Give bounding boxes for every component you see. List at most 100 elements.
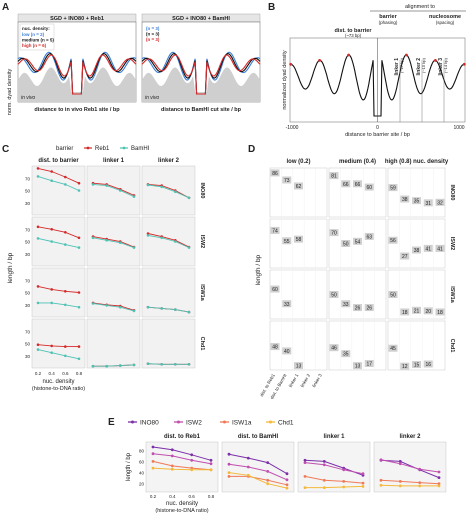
value-box [423, 360, 433, 368]
value-label: 35 [343, 352, 349, 358]
value-box [400, 252, 410, 260]
data-point [132, 309, 136, 313]
series-line [37, 175, 80, 191]
y-tick: 40 [139, 471, 145, 476]
series-line [92, 183, 135, 198]
value-label: 48 [272, 345, 278, 351]
y-axis-label: length / bp [126, 452, 132, 481]
panel-letter: E [108, 417, 115, 428]
barrier-sub: (phasing) [379, 20, 398, 25]
y-tick: 70 [25, 329, 31, 334]
value-box [329, 291, 339, 298]
facet-frame [269, 218, 328, 269]
value-label: 26 [366, 306, 372, 312]
value-box [364, 359, 374, 367]
value-box [294, 235, 303, 243]
x-axis-label: distance to BamHI cut site / bp [161, 107, 242, 113]
column-header: linker 1 [103, 158, 125, 164]
nucleosome-label: nucleosome [429, 14, 461, 20]
x-tick: 0.6 [189, 494, 196, 499]
row-label: ISW1a [199, 284, 205, 301]
legend-entry: low (n = 2) [22, 32, 45, 37]
y-tick: 30 [25, 201, 31, 206]
x-tick: 0 [376, 125, 379, 131]
legend-entry: Chd1 [278, 420, 294, 427]
value-label: 86 [272, 171, 278, 177]
value-label: 74 [272, 228, 278, 234]
row-label: Chd1 [449, 339, 455, 353]
value-box [270, 343, 280, 351]
row-label: ISW2 [449, 237, 455, 250]
value-box [270, 169, 280, 177]
linker-sub: (~14 bp) [443, 57, 448, 73]
linker-label: linker 2 [416, 58, 422, 76]
series-line [147, 184, 190, 199]
panel-letter: C [2, 144, 9, 155]
series-line [92, 236, 135, 248]
y-tick: 20 [139, 482, 145, 487]
facet-frame [31, 165, 86, 216]
value-label: 16 [425, 362, 431, 368]
y-tick: 70 [25, 278, 31, 283]
column-header: dist. to Reb1 [164, 434, 201, 440]
facet-frame [141, 318, 196, 369]
value-box [435, 308, 445, 316]
series-line [37, 167, 80, 184]
legend-entry: medium (n = 5) [22, 38, 54, 43]
value-label: 12 [402, 364, 408, 370]
column-header: medium (0.4) [339, 159, 376, 165]
peak-dot [462, 62, 466, 66]
value-box [388, 236, 398, 244]
value-label: 66 [343, 182, 349, 188]
x-axis-label2: (histone-to-DNA ratio) [32, 386, 85, 392]
value-box [329, 172, 339, 180]
series-line [152, 467, 211, 471]
value-box [388, 291, 398, 298]
value-label: 18 [437, 310, 443, 316]
series-line [37, 226, 80, 239]
linker-label: linker 3 [438, 58, 444, 76]
row-label: INO80 [199, 183, 205, 199]
series-line [37, 285, 80, 293]
value-label: 33 [343, 302, 349, 308]
value-label: 18 [402, 310, 408, 316]
series-line [304, 475, 364, 484]
x-category: linker 3 [311, 373, 323, 388]
series-line [152, 460, 212, 471]
peak-dot [289, 62, 293, 66]
value-box [282, 347, 292, 355]
value-box [435, 244, 445, 252]
legend-dot [223, 420, 226, 424]
value-label: 13 [355, 364, 361, 370]
legend-entry: INO80 [140, 420, 159, 427]
x-axis-label2: (histone-to-DNA ratio) [155, 508, 208, 514]
in-vivo-label: in vivo [145, 95, 159, 101]
series-line [229, 475, 288, 486]
series-line [147, 234, 190, 249]
y-tick: 30 [25, 252, 31, 257]
x-tick: 0.6 [62, 371, 69, 376]
value-box [282, 300, 292, 308]
legend-dot [131, 420, 134, 424]
x-category: linker 2 [300, 373, 312, 388]
facet-frame [141, 165, 196, 216]
density-curve [17, 54, 137, 95]
value-label: 26 [355, 306, 361, 312]
y-tick: 30 [25, 303, 31, 308]
facet-frame [141, 216, 196, 267]
value-label: 62 [296, 184, 302, 190]
panel-e: E INO80 ISW2 ISW1a Chd1 dist. to Reb1 dist. to… [108, 417, 447, 514]
y-axis-label: length / bp [7, 252, 14, 283]
series-line [147, 183, 190, 199]
value-box [412, 306, 421, 314]
legend-entry: (n = 3) [146, 37, 160, 42]
legend-title: nuc. density: [22, 26, 50, 31]
value-box [423, 199, 433, 207]
legend-box [19, 23, 55, 51]
value-box [400, 362, 410, 370]
series-line [92, 303, 135, 312]
legend-entry: high (n = 6) [22, 43, 47, 48]
panel-letter: A [2, 2, 9, 13]
value-box [282, 237, 292, 245]
